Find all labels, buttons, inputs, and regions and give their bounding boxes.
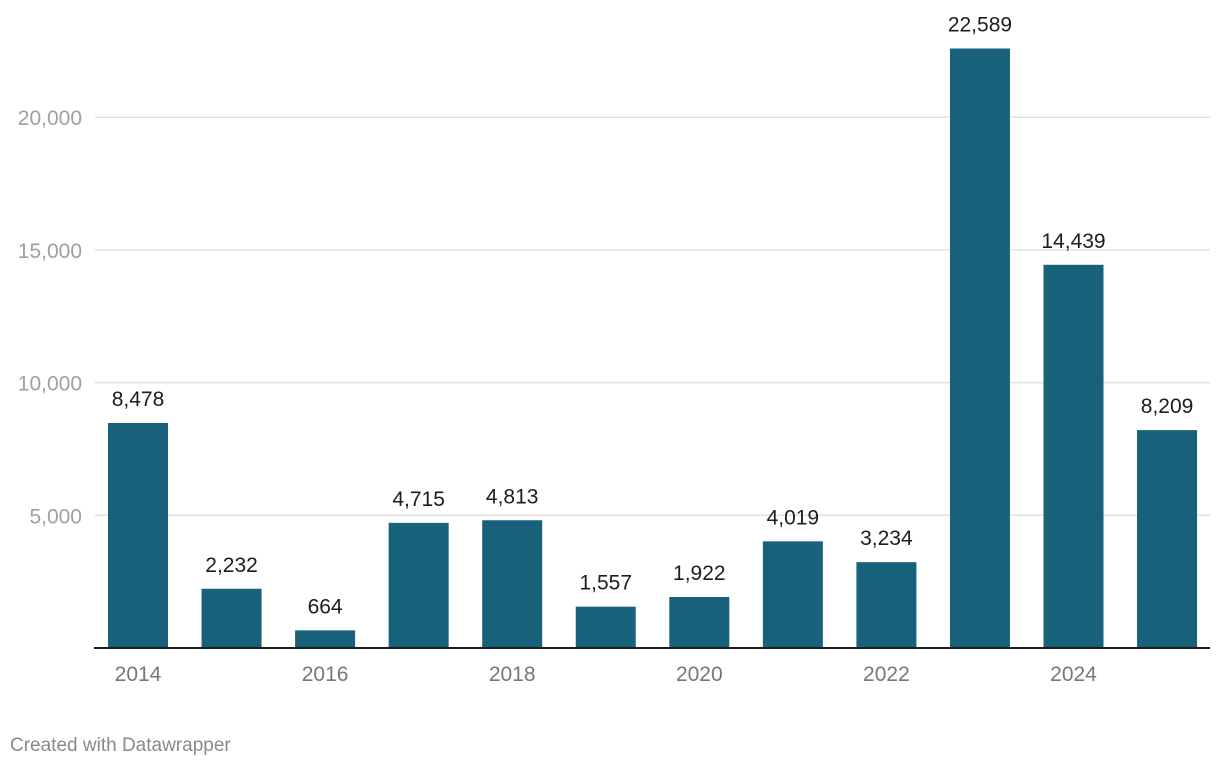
bar-2025 (1137, 430, 1198, 648)
y-tick-label: 10,000 (18, 373, 82, 396)
bar-2024 (1043, 264, 1104, 648)
data-label: 2,232 (205, 554, 258, 577)
bar-2022 (856, 562, 917, 648)
data-label: 14,439 (1041, 230, 1105, 253)
bar-2021 (762, 541, 823, 648)
x-tick-label: 2024 (1050, 663, 1097, 686)
bar-2019 (575, 606, 636, 648)
data-label: 4,813 (486, 485, 539, 508)
y-tick-label: 15,000 (18, 240, 82, 263)
bar-2023 (949, 48, 1010, 648)
data-label: 1,557 (579, 572, 632, 595)
data-label: 1,922 (673, 562, 726, 585)
x-tick-label: 2022 (863, 663, 910, 686)
bar-2018 (482, 520, 543, 648)
y-tick-label: 20,000 (18, 107, 82, 130)
bar-2015 (201, 588, 262, 648)
data-label: 3,234 (860, 527, 913, 550)
bar-2020 (669, 596, 730, 648)
x-tick-label: 2014 (115, 663, 162, 686)
bar-2014 (108, 423, 168, 648)
data-label: 664 (308, 595, 343, 618)
x-tick-label: 2018 (489, 663, 536, 686)
bar-2017 (388, 522, 449, 648)
data-label: 8,478 (112, 388, 165, 411)
data-label: 8,209 (1141, 395, 1194, 418)
x-tick-label: 2020 (676, 663, 723, 686)
credit-text: Created with Datawrapper (10, 735, 231, 756)
data-label: 22,589 (948, 14, 1012, 37)
x-tick-label: 2016 (302, 663, 349, 686)
data-label: 4,715 (392, 488, 445, 511)
bar-2016 (295, 630, 356, 648)
data-label: 4,019 (767, 506, 820, 529)
y-tick-label: 5,000 (29, 505, 82, 528)
